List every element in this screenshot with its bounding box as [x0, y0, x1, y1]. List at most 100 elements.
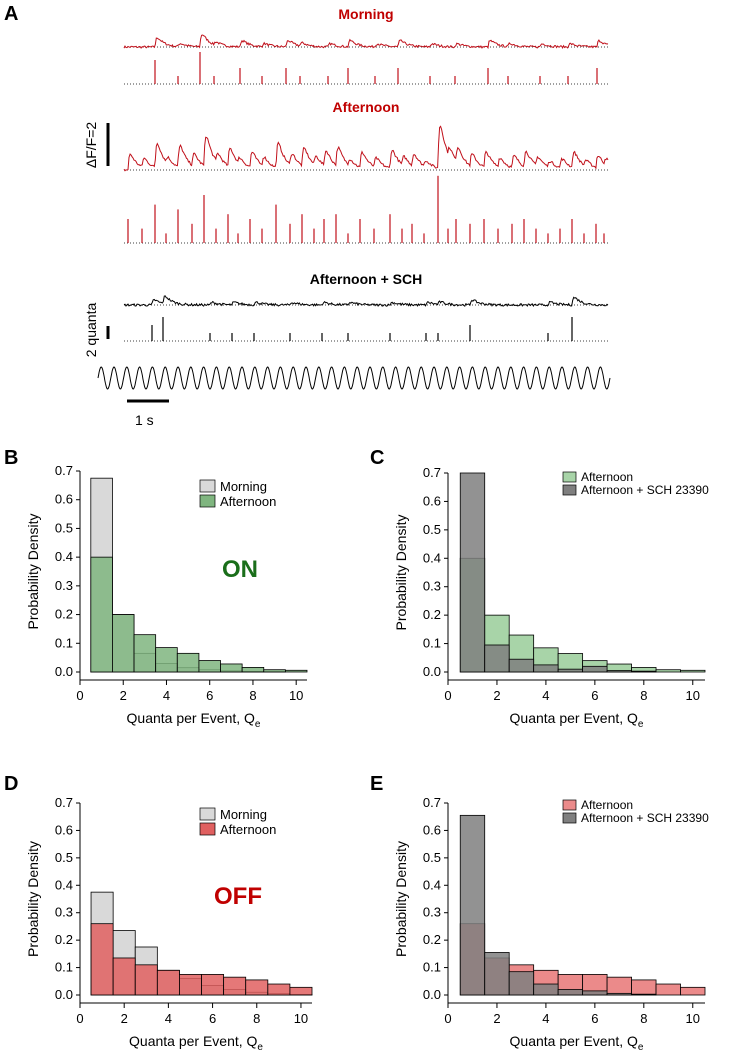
histogram-bar	[557, 668, 584, 673]
y-tick-label: 0.5	[423, 522, 441, 537]
x-tick-label: 2	[493, 1011, 500, 1026]
x-axis-label: Quanta per Event, Qe	[127, 710, 261, 730]
histogram-bar	[284, 669, 308, 673]
y-tick-label: 0.4	[423, 550, 441, 565]
sch-calcium-trace	[123, 295, 609, 308]
histogram-bar	[533, 664, 559, 673]
y-tick-label: 0.6	[55, 822, 73, 837]
histogram-bar	[220, 663, 243, 673]
x-axis-label-subscript: e	[638, 719, 644, 730]
histogram-bar	[606, 992, 632, 996]
legend-label: Afternoon	[220, 494, 276, 509]
y-tick-label: 0.6	[55, 492, 73, 507]
x-tick-label: 0	[444, 1011, 451, 1026]
histogram-bar	[267, 983, 291, 996]
y-tick-label: 0.3	[423, 905, 441, 920]
histogram-bar	[241, 667, 265, 673]
series-1	[90, 556, 308, 673]
histogram-panel-e: E 0.0 0.1 0.2 0.3 0.4 0.5 0.6 0.7 0 2 4 6 8 10 Quanta p…	[370, 773, 709, 1053]
y-axis-label: Probability Density	[25, 841, 41, 957]
series-1	[459, 814, 657, 996]
y-tick-label: 0.3	[423, 579, 441, 594]
y-tick-label: 0.7	[423, 795, 441, 810]
x-tick-label: 0	[444, 688, 451, 703]
y-tick-label: 0.5	[55, 850, 73, 865]
stimulus-sine-wave	[97, 366, 611, 390]
panel-letter: E	[370, 773, 383, 795]
y-tick-label: 0.5	[55, 520, 73, 535]
x-tick-label: 0	[76, 688, 83, 703]
y-tick-label: 0.6	[423, 822, 441, 837]
histogram-bar	[155, 647, 178, 673]
x-tick-label: 4	[163, 688, 170, 703]
histogram-bar	[112, 957, 136, 996]
x-axis-label-subscript: e	[255, 719, 261, 730]
histogram-bar	[533, 983, 559, 996]
dff-scalebar-label: ΔF/F=2	[83, 122, 99, 169]
morning-title: Morning	[338, 6, 393, 22]
x-tick-label: 4	[542, 1011, 549, 1026]
panel-letter: D	[4, 773, 18, 795]
histogram-bar	[459, 472, 486, 673]
legend-label: Afternoon	[581, 470, 633, 484]
x-tick-label: 2	[493, 688, 500, 703]
sch-event-bars	[151, 317, 573, 341]
x-axis-label: Quanta per Event, Qe	[129, 1033, 263, 1053]
histogram-bar	[582, 665, 608, 673]
legend-label: Afternoon + SCH 23390	[581, 483, 709, 497]
y-tick-label: 0.7	[55, 463, 73, 478]
y-axis-label: Probability Density	[393, 515, 409, 631]
quanta-scalebar-label: 2 quanta	[83, 303, 99, 358]
histogram-bar	[631, 979, 657, 996]
histogram-bar	[112, 614, 135, 673]
legend-swatch	[199, 807, 216, 821]
y-tick-label: 0.4	[55, 877, 73, 892]
x-axis-label: Quanta per Event, Qe	[510, 1033, 644, 1053]
y-tick-label: 0.1	[423, 636, 441, 651]
y-tick-label: 0.5	[423, 850, 441, 865]
histogram-panel-b: B 0.0 0.1 0.2 0.3 0.4 0.5 0.6 0.7 0 2 4 6 8 10 Quanta p…	[4, 447, 308, 730]
y-tick-label: 0.1	[423, 960, 441, 975]
histogram-panel-d: D 0.0 0.1 0.2 0.3 0.4 0.5 0.6 0.7 0 2 4 6 8 10 Quanta p…	[4, 773, 313, 1053]
y-tick-label: 0.2	[55, 932, 73, 947]
y-tick-label: 0.6	[423, 493, 441, 508]
legend-swatch	[199, 479, 216, 493]
histogram-bar	[631, 670, 657, 673]
histogram-bar	[201, 974, 225, 996]
histogram-bar	[484, 952, 510, 996]
legend-swatch	[199, 494, 216, 508]
x-tick-label: 10	[686, 1011, 700, 1026]
x-tick-label: 8	[249, 688, 256, 703]
histogram-bar	[179, 974, 202, 996]
histogram-bar	[90, 923, 114, 996]
legend-label: Afternoon + SCH 23390	[581, 811, 709, 825]
x-tick-label: 4	[165, 1011, 172, 1026]
series-1	[459, 472, 657, 673]
y-tick-label: 0.1	[55, 635, 73, 650]
y-tick-label: 0.2	[55, 607, 73, 622]
y-tick-label: 0.1	[55, 960, 73, 975]
afternoon-calcium-trace	[123, 125, 609, 172]
panel-letter: C	[370, 447, 384, 469]
y-tick-label: 0.2	[423, 932, 441, 947]
x-tick-label: 8	[253, 1011, 260, 1026]
morning-event-bars	[154, 52, 598, 84]
y-tick-label: 0.3	[55, 905, 73, 920]
cell-type-annotation: OFF	[214, 883, 262, 910]
histogram-bar	[245, 979, 269, 996]
panel-letter-a: A	[4, 3, 18, 25]
legend-label: Afternoon	[581, 798, 633, 812]
sch-title: Afternoon + SCH	[310, 271, 422, 287]
y-tick-label: 0.0	[423, 664, 441, 679]
legend-swatch	[562, 484, 577, 496]
histogram-bar	[606, 670, 632, 673]
histogram-bar	[176, 652, 200, 673]
histogram-bar	[582, 990, 608, 996]
x-tick-label: 10	[294, 1011, 308, 1026]
x-axis-label-subscript: e	[638, 1042, 644, 1053]
histogram-bar	[606, 976, 632, 996]
